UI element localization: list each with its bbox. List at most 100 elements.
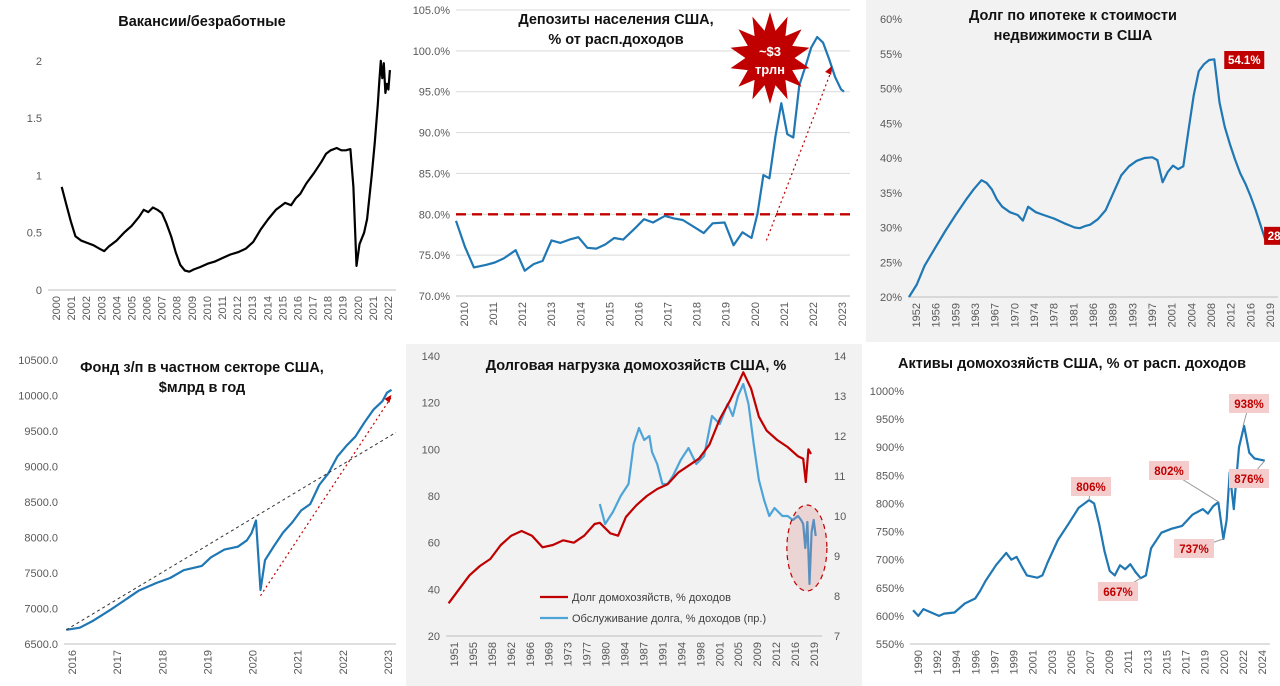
y2-tick-label: 10 (834, 511, 846, 523)
chart-svg: 550% 600% 650% 700% 750% 800% 850% 900% 950% 1000… (870, 356, 1270, 674)
chart-title: $млрд в год (159, 380, 245, 396)
payroll-line (66, 388, 393, 631)
y-tick-label: 95.0% (419, 87, 450, 99)
x-tick-label: 2016 (67, 650, 79, 674)
x-tick-label: 2009 (752, 642, 764, 666)
value-badge (1224, 51, 1265, 70)
x-tick-label: 1986 (1088, 303, 1100, 327)
y-tick-label: 10000.0 (18, 391, 58, 403)
y-tick-label: 8000.0 (24, 533, 58, 545)
trend-arrowhead (825, 65, 833, 75)
y-tick-label: 30% (880, 223, 902, 235)
x-tick-label: 2023 (383, 650, 395, 674)
recovery-arrowhead (384, 394, 392, 403)
x-tick-label: 2017 (308, 296, 320, 320)
y-tick-label: 45% (880, 118, 902, 130)
x-tick-label: 1997 (989, 650, 1001, 674)
x-tick-label: 1993 (1127, 303, 1139, 327)
x-tick-label: 1990 (913, 650, 925, 674)
y-tick-label: 950% (876, 414, 904, 426)
x-tick-label: 2005 (126, 296, 138, 320)
x-tick-label: 1989 (1108, 303, 1120, 327)
x-tick-label: 2000 (51, 296, 63, 320)
x-tick-label: 2003 (1047, 650, 1059, 674)
x-tick-label: 1958 (487, 642, 499, 666)
y-tick-label: 100 (422, 444, 440, 456)
y-tick-label: 650% (876, 583, 904, 595)
x-tick-label: 2005 (733, 642, 745, 666)
x-tick-label: 2022 (1238, 650, 1250, 674)
x-tick-label: 2024 (1257, 650, 1269, 674)
x-tick-label: 2020 (248, 650, 260, 674)
y-tick-label: 1000% (870, 386, 904, 398)
x-tick-label: 2021 (368, 296, 380, 320)
y-tick-label: 90.0% (419, 128, 450, 140)
starburst-shape (730, 12, 810, 104)
y-tick-label: 2 (36, 56, 42, 68)
x-tick-label: 2013 (546, 302, 558, 326)
x-tick-label: 2016 (790, 642, 802, 666)
x-tick-label: 2016 (633, 302, 645, 326)
x-tick-label: 2022 (808, 302, 820, 326)
value-badge-label: 806% (1076, 482, 1105, 494)
value-badge-label: 802% (1154, 466, 1183, 478)
y2-tick-label: 7 (834, 631, 840, 643)
recovery-arrow (259, 396, 392, 597)
x-tick-label: 2016 (292, 296, 304, 320)
x-tick-label: 1994 (676, 642, 688, 666)
x-tick-label: 2022 (338, 650, 350, 674)
y-tick-label: 80.0% (419, 209, 450, 221)
x-tick-label: 2019 (202, 650, 214, 674)
value-badge-label: 876% (1234, 474, 1263, 486)
x-tick-label: 2001 (66, 296, 78, 320)
x-tick-label: 2017 (663, 302, 675, 326)
x-tick-label: 2009 (187, 296, 199, 320)
y-tick-label: 0.5 (27, 228, 42, 240)
x-tick-label: 2020 (1219, 650, 1231, 674)
x-tick-label: 2015 (1161, 650, 1173, 674)
x-tick-label: 1984 (620, 642, 632, 666)
x-tick-label: 1963 (970, 303, 982, 327)
x-tick-label: 1998 (695, 642, 707, 666)
chart-svg: 70.0% 75.0% 80.0% 85.0% 90.0% 95.0% 100.0% 105.… (413, 5, 850, 326)
value-badge-label: 667% (1103, 587, 1132, 599)
x-tick-label: 1994 (951, 650, 963, 674)
value-badge-label: 938% (1234, 399, 1263, 411)
y-tick-label: 9500.0 (24, 426, 58, 438)
x-tick-label: 1959 (950, 303, 962, 327)
y-tick-label: 60 (428, 538, 440, 550)
y-tick-label: 600% (876, 611, 904, 623)
x-tick-label: 2014 (575, 302, 587, 326)
x-tick-label: 2019 (1265, 303, 1277, 327)
value-badge (1149, 461, 1189, 480)
chart-title: Вакансии/безработные (118, 14, 285, 30)
x-tick-label: 1997 (1147, 303, 1159, 327)
chart-svg: 20 40 60 80 100 120 140 7 8 9 10 11 12 13 14 1951 1955 19… (422, 351, 847, 666)
x-tick-label: 2017 (112, 650, 124, 674)
mortgage-line (908, 58, 1275, 298)
x-tick-label: 2018 (323, 296, 335, 320)
x-tick-label: 2007 (1085, 650, 1097, 674)
x-tick-label: 2019 (1200, 650, 1212, 674)
chart-svg: 6500.0 7000.0 7500.0 8000.0 8500.0 9000.0 9500… (18, 355, 397, 674)
x-tick-label: 1980 (601, 642, 613, 666)
x-tick-label: 2014 (262, 296, 274, 320)
y2-tick-label: 12 (834, 431, 846, 443)
value-badge-label: 28.8% (1268, 231, 1280, 243)
chart-title: Долг по ипотеке к стоимости (969, 8, 1177, 24)
x-tick-label: 2011 (1123, 650, 1135, 674)
x-tick-label: 2023 (837, 302, 849, 326)
us-deposits-chart: 70.0% 75.0% 80.0% 85.0% 90.0% 95.0% 100.0% 105.… (404, 0, 860, 342)
y-tick-label: 70.0% (419, 291, 450, 303)
y-tick-label: 55% (880, 49, 902, 61)
value-badge (1071, 477, 1111, 496)
x-tick-label: 2010 (202, 296, 214, 320)
value-badge (1174, 539, 1214, 558)
x-tick-label: 1951 (449, 642, 461, 666)
x-tick-label: 2012 (1226, 303, 1238, 327)
mortgage-to-property-value-chart: 20% 25% 30% 35% 40% 45% 50% 55% 60% 1952 1956 1959 1… (866, 0, 1280, 342)
y-tick-label: 7500.0 (24, 568, 58, 580)
y-tick-label: 140 (422, 351, 440, 363)
value-badge (1229, 394, 1269, 413)
